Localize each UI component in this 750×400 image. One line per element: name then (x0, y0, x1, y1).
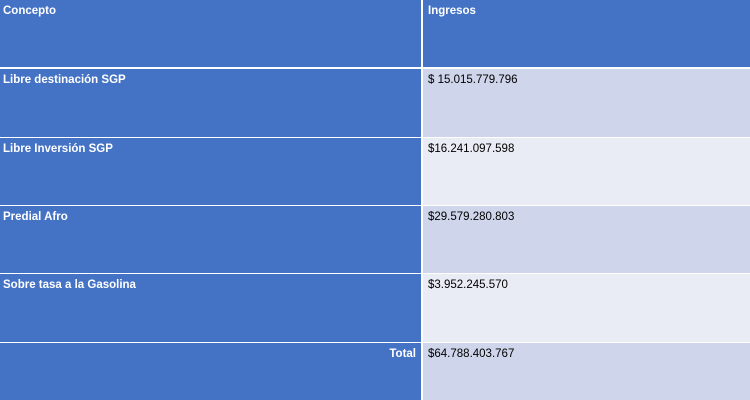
table-row: Sobre tasa a la Gasolina $3.952.245.570 (0, 274, 750, 342)
table-row: Libre Inversión SGP $16.241.097.598 (0, 138, 750, 205)
table-total-row: Total $64.788.403.767 (0, 343, 750, 400)
row-value: $3.952.245.570 (423, 274, 750, 342)
table-row: Libre destinación SGP $ 15.015.779.796 (0, 69, 750, 137)
table-row: Predial Afro $29.579.280.803 (0, 206, 750, 273)
row-value: $16.241.097.598 (423, 138, 750, 205)
row-value: $ 15.015.779.796 (423, 69, 750, 137)
row-value: $29.579.280.803 (423, 206, 750, 273)
table-header-row: Concepto Ingresos (0, 0, 750, 67)
column-header-concepto: Concepto (0, 0, 421, 67)
total-value: $64.788.403.767 (423, 343, 750, 400)
total-label: Total (0, 343, 421, 400)
column-header-ingresos: Ingresos (423, 0, 750, 67)
row-label: Libre destinación SGP (0, 69, 421, 137)
row-label: Predial Afro (0, 206, 421, 273)
row-label: Sobre tasa a la Gasolina (0, 274, 421, 342)
row-label: Libre Inversión SGP (0, 138, 421, 205)
